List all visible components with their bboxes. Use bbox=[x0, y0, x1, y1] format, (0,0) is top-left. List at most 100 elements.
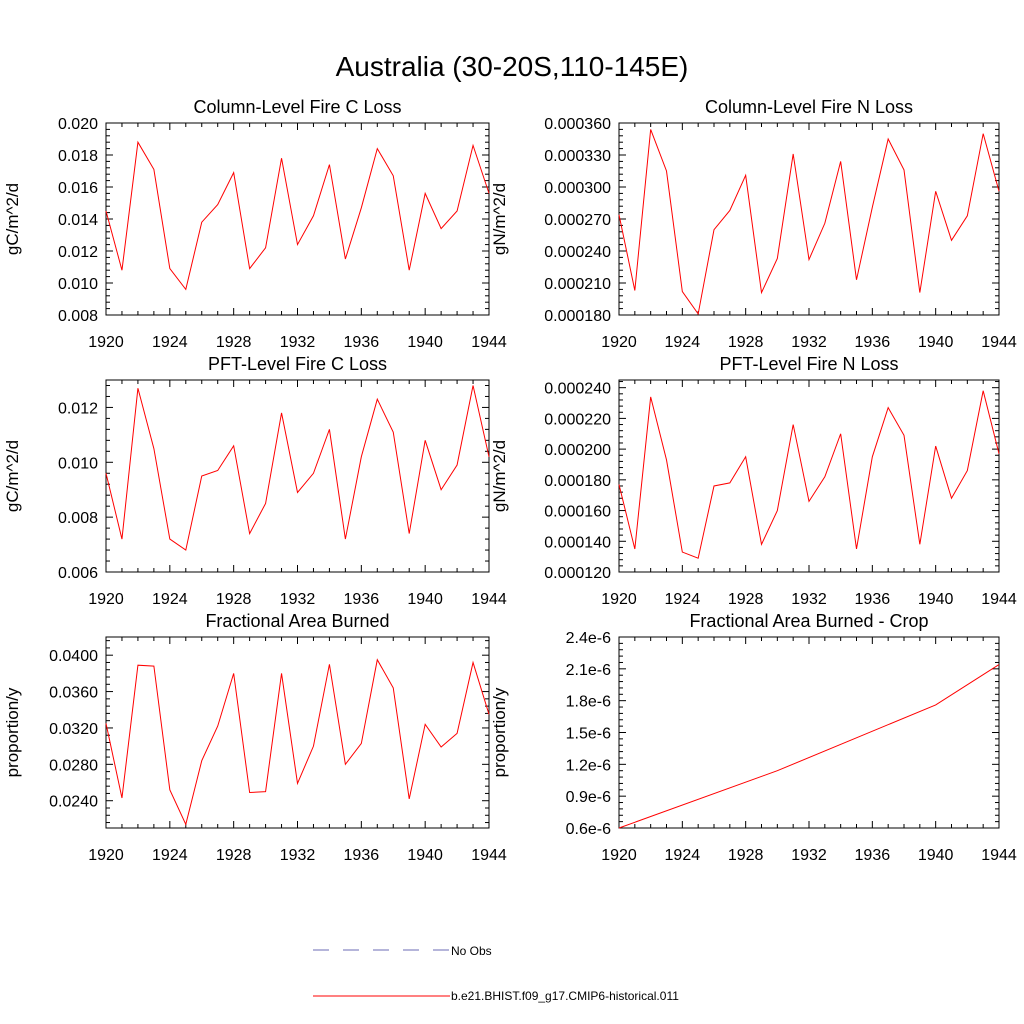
y-tick-label: 0.000300 bbox=[544, 180, 611, 197]
figure-title: Australia (30-20S,110-145E) bbox=[336, 51, 689, 82]
x-tick-label: 1940 bbox=[407, 334, 443, 351]
panel-2: Column-Level Fire N Loss gN/m^2/d 1920 1924… bbox=[490, 97, 1017, 351]
x-tick-label: 1936 bbox=[855, 591, 891, 608]
x-tick-label: 1936 bbox=[344, 591, 380, 608]
x-tick-label: 1920 bbox=[88, 847, 124, 864]
x-tick-label: 1924 bbox=[152, 334, 188, 351]
y-tick-label: 0.000120 bbox=[544, 565, 611, 582]
panel-5: Fractional Area Burned proportion/y 1920 19… bbox=[3, 611, 507, 864]
x-tick-label: 1920 bbox=[601, 847, 637, 864]
legend: No Obs b.e21.BHIST.f09_g17.CMIP6-histori… bbox=[313, 944, 679, 1003]
x-tick-label: 1924 bbox=[665, 334, 701, 351]
y-axis-label: gN/m^2/d bbox=[490, 440, 509, 512]
y-tick-label: 2.4e-6 bbox=[566, 630, 611, 647]
y-tick-label: 0.016 bbox=[58, 180, 98, 197]
y-tick-label: 0.012 bbox=[58, 244, 98, 261]
y-tick-label: 0.000270 bbox=[544, 212, 611, 229]
plot-frame bbox=[618, 122, 1000, 316]
series-line-1 bbox=[618, 129, 1000, 316]
x-tick-label: 1928 bbox=[216, 847, 252, 864]
y-tick-label: 0.020 bbox=[58, 116, 98, 133]
x-tick-label: 1932 bbox=[280, 591, 316, 608]
y-tick-label: 0.000180 bbox=[544, 473, 611, 490]
x-tick-label: 1920 bbox=[601, 334, 637, 351]
y-tick-label: 0.010 bbox=[58, 276, 98, 293]
y-axis-label: proportion/y bbox=[3, 687, 22, 777]
y-tick-label: 0.6e-6 bbox=[566, 821, 611, 838]
panel-6: Fractional Area Burned - Crop proportion/… bbox=[490, 611, 1017, 864]
x-tick-label: 1940 bbox=[918, 334, 954, 351]
plot-frame bbox=[105, 636, 490, 829]
y-tick-label: 0.000160 bbox=[544, 504, 611, 521]
panel-title: PFT-Level Fire N Loss bbox=[719, 354, 898, 374]
x-tick-label: 1936 bbox=[855, 847, 891, 864]
panels: Column-Level Fire C Loss gC/m^2/d 1920 1924… bbox=[3, 97, 1017, 864]
x-tick-label: 1936 bbox=[344, 847, 380, 864]
panel-title: Column-Level Fire C Loss bbox=[193, 97, 401, 117]
y-tick-label: 0.000210 bbox=[544, 276, 611, 293]
y-tick-label: 0.0320 bbox=[49, 721, 98, 738]
x-tick-label: 1936 bbox=[855, 334, 891, 351]
x-tick-label: 1928 bbox=[728, 591, 764, 608]
y-tick-label: 0.000200 bbox=[544, 442, 611, 459]
y-tick-label: 2.1e-6 bbox=[566, 662, 611, 679]
series-line-1 bbox=[618, 390, 1000, 559]
x-tick-label: 1932 bbox=[791, 847, 827, 864]
series-line-1 bbox=[105, 658, 490, 826]
y-tick-label: 0.000180 bbox=[544, 308, 611, 325]
x-tick-label: 1944 bbox=[981, 591, 1017, 608]
y-tick-label: 0.000220 bbox=[544, 411, 611, 428]
x-tick-label: 1928 bbox=[216, 591, 252, 608]
y-tick-label: 0.9e-6 bbox=[566, 789, 611, 806]
x-tick-label: 1940 bbox=[918, 847, 954, 864]
y-tick-label: 0.006 bbox=[58, 565, 98, 582]
y-axis-label: gC/m^2/d bbox=[3, 440, 22, 512]
x-tick-label: 1936 bbox=[344, 334, 380, 351]
y-tick-label: 1.8e-6 bbox=[566, 694, 611, 711]
x-tick-label: 1924 bbox=[665, 591, 701, 608]
y-tick-label: 0.000360 bbox=[544, 116, 611, 133]
x-tick-label: 1944 bbox=[981, 334, 1017, 351]
panel-4: PFT-Level Fire N Loss gN/m^2/d 1920 1924 192… bbox=[490, 354, 1017, 608]
series-line-1 bbox=[618, 664, 1000, 829]
x-tick-label: 1924 bbox=[665, 847, 701, 864]
y-axis-label: gC/m^2/d bbox=[3, 183, 22, 255]
x-tick-label: 1920 bbox=[88, 334, 124, 351]
y-tick-label: 0.0280 bbox=[49, 757, 98, 774]
x-tick-label: 1932 bbox=[791, 334, 827, 351]
x-tick-label: 1924 bbox=[152, 591, 188, 608]
x-tick-label: 1928 bbox=[728, 334, 764, 351]
plot-frame bbox=[105, 379, 490, 573]
x-tick-label: 1932 bbox=[280, 334, 316, 351]
x-tick-label: 1944 bbox=[981, 847, 1017, 864]
y-axis-label: gN/m^2/d bbox=[490, 183, 509, 255]
plot-frame bbox=[618, 379, 1000, 573]
panel-title: PFT-Level Fire C Loss bbox=[208, 354, 387, 374]
x-tick-label: 1928 bbox=[216, 334, 252, 351]
panel-title: Column-Level Fire N Loss bbox=[705, 97, 913, 117]
x-tick-label: 1940 bbox=[407, 847, 443, 864]
y-tick-label: 0.000240 bbox=[544, 381, 611, 398]
plot-frame bbox=[105, 122, 490, 316]
x-tick-label: 1932 bbox=[791, 591, 827, 608]
y-tick-label: 0.0360 bbox=[49, 685, 98, 702]
y-tick-label: 0.014 bbox=[58, 212, 98, 229]
panel-1: Column-Level Fire C Loss gC/m^2/d 1920 1924… bbox=[3, 97, 507, 351]
x-tick-label: 1944 bbox=[471, 334, 507, 351]
y-tick-label: 0.000330 bbox=[544, 148, 611, 165]
x-tick-label: 1924 bbox=[152, 847, 188, 864]
legend-label-no-obs: No Obs bbox=[451, 944, 492, 958]
series-line-1 bbox=[105, 385, 490, 551]
panel-title: Fractional Area Burned - Crop bbox=[689, 611, 928, 631]
x-tick-label: 1932 bbox=[280, 847, 316, 864]
y-tick-label: 0.008 bbox=[58, 308, 98, 325]
x-tick-label: 1940 bbox=[407, 591, 443, 608]
y-tick-label: 0.010 bbox=[58, 455, 98, 472]
panel-title: Fractional Area Burned bbox=[205, 611, 389, 631]
y-tick-label: 0.0400 bbox=[49, 648, 98, 665]
series-line-1 bbox=[105, 140, 490, 291]
plot-frame bbox=[618, 636, 1000, 829]
y-axis-label: proportion/y bbox=[490, 687, 509, 777]
y-tick-label: 0.018 bbox=[58, 148, 98, 165]
